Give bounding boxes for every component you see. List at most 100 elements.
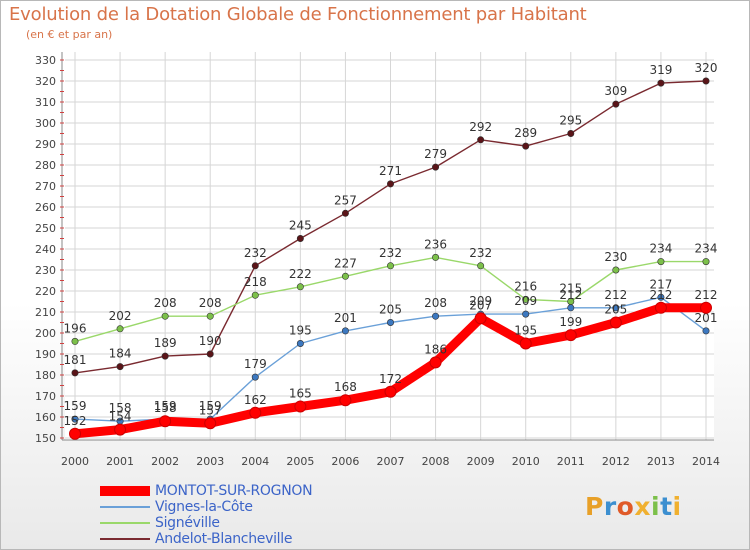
data-label: 216 (514, 279, 537, 293)
data-label: 158 (109, 401, 132, 415)
data-label: 208 (424, 296, 447, 310)
data-label: 232 (244, 246, 267, 260)
y-tick-label: 170 (35, 390, 56, 403)
data-label: 205 (604, 303, 627, 317)
data-point (161, 312, 169, 320)
data-point (114, 423, 127, 436)
data-point (432, 312, 440, 320)
logo-letter: i (672, 492, 682, 521)
data-label: 168 (334, 380, 357, 394)
data-label: 319 (649, 63, 672, 77)
legend-swatch (100, 538, 150, 540)
data-point (567, 130, 575, 138)
logo-letter: P (585, 492, 604, 521)
data-point (612, 266, 620, 274)
legend-item: Vignes-la-Côte (100, 499, 430, 516)
data-label: 209 (469, 294, 492, 308)
data-point (294, 400, 307, 413)
data-label: 201 (695, 311, 718, 325)
logo-letter: r (603, 492, 617, 521)
x-tick-label: 2014 (692, 455, 720, 468)
data-label: 196 (64, 321, 87, 335)
data-label: 222 (289, 267, 312, 281)
legend-label: Signéville (155, 515, 220, 531)
data-label: 165 (289, 387, 312, 401)
y-tick-label: 240 (35, 243, 56, 256)
data-point (432, 163, 440, 171)
x-tick-label: 2013 (647, 455, 675, 468)
y-tick-label: 230 (35, 264, 56, 277)
x-tick-label: 2008 (422, 455, 450, 468)
y-tick-label: 320 (35, 75, 56, 88)
data-point (432, 253, 440, 261)
y-tick-label: 300 (35, 117, 56, 130)
data-label: 184 (109, 347, 132, 361)
legend-swatch (100, 486, 150, 496)
data-point (702, 258, 710, 266)
data-label: 234 (695, 242, 718, 256)
data-point (296, 235, 304, 243)
data-label: 232 (379, 246, 402, 260)
data-point (251, 373, 259, 381)
data-point (341, 209, 349, 217)
data-point (116, 363, 124, 371)
data-point (161, 352, 169, 360)
data-label: 179 (244, 357, 267, 371)
data-label: 212 (695, 288, 718, 302)
data-point (612, 304, 620, 312)
data-label: 227 (334, 256, 357, 270)
y-tick-label: 260 (35, 201, 56, 214)
data-label: 158 (154, 401, 177, 415)
data-label: 159 (154, 399, 177, 413)
y-tick-label: 250 (35, 222, 56, 235)
data-point (71, 415, 79, 423)
data-point (339, 394, 352, 407)
data-label: 209 (514, 294, 537, 308)
legend-swatch (100, 506, 150, 508)
data-label: 212 (559, 288, 582, 302)
y-tick-label: 180 (35, 369, 56, 382)
logo-letter: t (660, 492, 673, 521)
data-label: 162 (244, 393, 267, 407)
data-point (71, 369, 79, 377)
data-label: 236 (424, 237, 447, 251)
logo-letter: o (616, 492, 635, 521)
data-point (69, 427, 81, 440)
y-tick-label: 290 (35, 138, 56, 151)
data-point (384, 385, 397, 398)
data-label: 292 (469, 120, 492, 134)
data-label: 208 (199, 296, 222, 310)
data-point (657, 293, 665, 301)
data-point (206, 350, 214, 358)
data-point (429, 356, 442, 369)
data-label: 289 (514, 126, 537, 140)
data-label: 172 (379, 372, 402, 386)
data-point (206, 312, 214, 320)
y-tick-label: 270 (35, 180, 56, 193)
data-label: 230 (604, 250, 627, 264)
x-tick-label: 2007 (377, 455, 405, 468)
data-label: 154 (109, 410, 132, 424)
legend-label: Vignes-la-Côte (155, 499, 253, 515)
x-tick-label: 2011 (557, 455, 585, 468)
data-label: 208 (154, 296, 177, 310)
x-tick-label: 2003 (196, 455, 224, 468)
y-tick-label: 160 (35, 411, 56, 424)
y-tick-label: 150 (35, 432, 56, 445)
data-point (522, 310, 530, 318)
data-point (474, 312, 487, 325)
chart-subtitle: (en € et par an) (26, 28, 113, 41)
data-label: 181 (64, 353, 87, 367)
data-point (657, 79, 665, 87)
data-point (341, 272, 349, 280)
x-tick-label: 2010 (512, 455, 540, 468)
data-label: 245 (289, 219, 312, 233)
data-point (567, 304, 575, 312)
data-point (71, 337, 79, 345)
legend-item: Signéville (100, 515, 430, 532)
legend-label: Andelot-Blancheville (155, 531, 293, 547)
data-point (700, 301, 712, 314)
data-point (204, 417, 217, 430)
legend-item: Andelot-Blancheville (100, 531, 430, 548)
